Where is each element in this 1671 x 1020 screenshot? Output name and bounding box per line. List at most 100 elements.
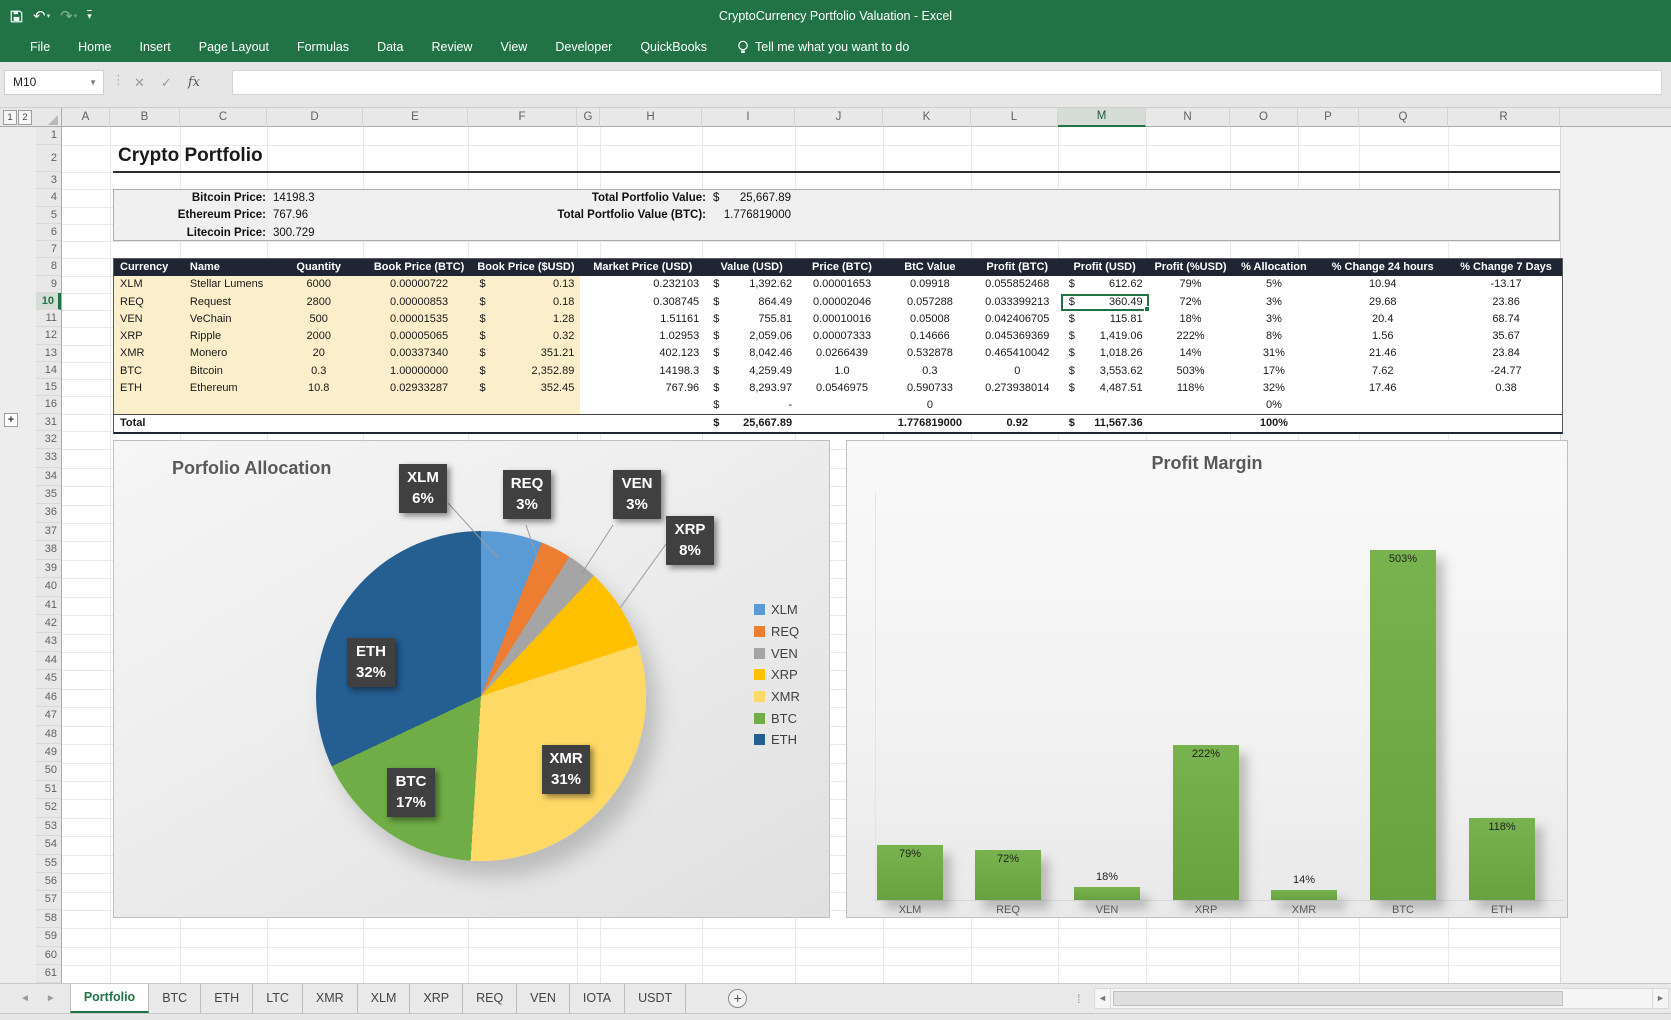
table-cell-btc_value[interactable]: 0.09918	[910, 278, 950, 291]
column-header-L[interactable]: L	[971, 108, 1058, 127]
row-header-10[interactable]: 10	[36, 292, 61, 310]
table-cell-alloc[interactable]: 100%	[1259, 417, 1288, 430]
table-cell-ch24[interactable]: 20.4	[1372, 312, 1394, 325]
table-cell-currency[interactable]: Total	[120, 417, 146, 430]
table-cell-profit_btc[interactable]: 0.055852468	[985, 278, 1050, 291]
tell-me-box[interactable]: Tell me what you want to do	[737, 40, 909, 55]
table-cell-ch7[interactable]: -24.77	[1490, 364, 1522, 377]
table-cell-btc_value[interactable]: 0.532878	[906, 347, 953, 360]
column-header-D[interactable]: D	[267, 108, 363, 127]
sheet-tab-eth[interactable]: ETH	[201, 984, 254, 1013]
sheet-tab-req[interactable]: REQ	[463, 984, 518, 1013]
row-header-59[interactable]: 59	[36, 928, 61, 947]
column-header-F[interactable]: F	[468, 108, 577, 127]
table-cell-ch24[interactable]: 1.56	[1372, 330, 1394, 342]
row-header-39[interactable]: 39	[36, 560, 61, 579]
column-header-O[interactable]: O	[1230, 108, 1298, 127]
table-cell-alloc[interactable]: 5%	[1265, 278, 1282, 291]
table-cell-profit_usd[interactable]	[1061, 397, 1149, 414]
table-cell-value_usd[interactable]: $1,392.62	[713, 278, 793, 291]
table-cell-ch24[interactable]: 17.46	[1368, 381, 1397, 394]
ribbon-tab-home[interactable]: Home	[78, 40, 112, 54]
table-cell-value_usd[interactable]: $4,259.49	[713, 364, 793, 377]
ribbon-tab-page-layout[interactable]: Page Layout	[198, 40, 269, 54]
table-cell-value_usd[interactable]: $25,667.89	[713, 417, 793, 430]
table-cell-book_btc[interactable]: 0.02933287	[366, 379, 472, 397]
row-header-34[interactable]: 34	[36, 468, 61, 487]
table-cell-ch7[interactable]	[1450, 415, 1562, 431]
row-header-51[interactable]: 51	[36, 781, 61, 800]
table-cell-btc_value[interactable]: 0.057288	[906, 295, 953, 308]
row-header-3[interactable]: 3	[36, 172, 61, 190]
table-cell-quantity[interactable]: 500	[270, 310, 367, 328]
row-header-6[interactable]: 6	[36, 224, 61, 241]
column-header-K[interactable]: K	[883, 108, 971, 127]
cancel-icon[interactable]: ✕	[134, 74, 145, 90]
table-cell-currency[interactable]: BTC	[114, 362, 184, 380]
table-cell-value_usd[interactable]: $755.81	[713, 312, 793, 325]
table-cell-profit_usd[interactable]: $3,553.62	[1068, 364, 1143, 377]
ribbon-tab-insert[interactable]: Insert	[139, 40, 171, 54]
table-cell-market[interactable]	[580, 397, 705, 414]
table-cell-ch24[interactable]	[1315, 415, 1450, 431]
save-icon[interactable]	[10, 10, 23, 23]
table-cell-price_btc[interactable]: 0.0266439	[816, 347, 869, 360]
row-header-1[interactable]: 1	[36, 127, 61, 145]
row-header-38[interactable]: 38	[36, 541, 61, 560]
row-header-37[interactable]: 37	[36, 523, 61, 542]
worksheet[interactable]: Crypto Portfolio Bitcoin Price: 14198.3 Et…	[62, 127, 1671, 983]
table-cell-market[interactable]: 767.96	[665, 381, 700, 394]
ribbon-tab-data[interactable]: Data	[377, 40, 404, 54]
table-cell-value_usd[interactable]: $8,293.97	[713, 381, 793, 394]
table-cell-profit_usd[interactable]: $1,419.06	[1068, 330, 1143, 342]
insert-function-icon[interactable]: fx	[187, 75, 200, 90]
table-cell-price_btc[interactable]: 0.0546975	[816, 381, 869, 394]
table-cell-btc_value[interactable]: 1.776819000	[897, 417, 962, 430]
selected-cell[interactable]: $360.49	[1060, 293, 1149, 311]
table-cell-alloc[interactable]: 3%	[1265, 295, 1282, 308]
column-header-H[interactable]: H	[600, 108, 702, 127]
column-header-B[interactable]: B	[110, 108, 180, 127]
sheet-tab-xlm[interactable]: XLM	[358, 984, 411, 1013]
table-cell-name[interactable]: Monero	[183, 345, 271, 363]
table-cell-value_usd[interactable]: $8,042.46	[713, 347, 793, 360]
table-cell-price_btc[interactable]: 0.00007333	[812, 330, 872, 342]
table-cell-ch24[interactable]: 10.94	[1368, 278, 1397, 291]
table-cell-market[interactable]: 0.308745	[653, 295, 700, 308]
table-cell-market[interactable]: 402.123	[659, 347, 700, 360]
table-cell-ch7[interactable]: 23.84	[1492, 347, 1520, 360]
select-all-corner[interactable]	[48, 115, 58, 125]
row-header-44[interactable]: 44	[36, 652, 61, 671]
table-cell-book_btc[interactable]: 0.00337340	[366, 345, 472, 363]
table-cell-market[interactable]: 0.232103	[653, 278, 700, 291]
row-header-5[interactable]: 5	[36, 207, 61, 224]
row-header-48[interactable]: 48	[36, 726, 61, 744]
row-header-35[interactable]: 35	[36, 486, 61, 505]
undo-button[interactable]: ↶ ▾	[33, 8, 51, 25]
column-header-P[interactable]: P	[1298, 108, 1359, 127]
table-cell-book_btc[interactable]: 1.00000000	[366, 362, 472, 380]
outline-expand-button[interactable]: +	[4, 413, 18, 427]
redo-button[interactable]: ↷ ▾	[60, 8, 78, 25]
sheet-tab-ltc[interactable]: LTC	[253, 984, 303, 1013]
tab-splitter-handle[interactable]: ⁞	[1077, 991, 1082, 1006]
row-header-33[interactable]: 33	[36, 449, 61, 468]
row-header-49[interactable]: 49	[36, 744, 61, 763]
formula-input[interactable]	[232, 70, 1662, 95]
table-cell-book_usd[interactable]: $0.18	[471, 293, 581, 311]
ribbon-tab-review[interactable]: Review	[431, 40, 473, 54]
scroll-left-icon[interactable]: ◄	[1094, 988, 1111, 1009]
customize-quick-access-button[interactable]: ▾	[87, 10, 92, 21]
enter-icon[interactable]: ✓	[160, 74, 172, 90]
table-cell-quantity[interactable]: 6000	[270, 276, 367, 294]
table-cell-book_usd[interactable]	[471, 397, 581, 415]
table-cell-profit_btc[interactable]: 0.045369369	[985, 330, 1050, 342]
name-box[interactable]: M10 ▼	[4, 70, 104, 95]
table-cell-btc_value[interactable]: 0.3	[922, 364, 938, 377]
table-cell-book_usd[interactable]: $352.45	[471, 379, 581, 397]
portfolio-table[interactable]: Currency Name Quantity Book Price (BTC) Book…	[113, 258, 1563, 434]
table-cell-market[interactable]: 1.51161	[660, 312, 700, 325]
table-cell-book_btc[interactable]	[366, 397, 472, 415]
undo-dropdown-icon[interactable]: ▾	[46, 13, 51, 20]
row-header-61[interactable]: 61	[36, 965, 61, 983]
